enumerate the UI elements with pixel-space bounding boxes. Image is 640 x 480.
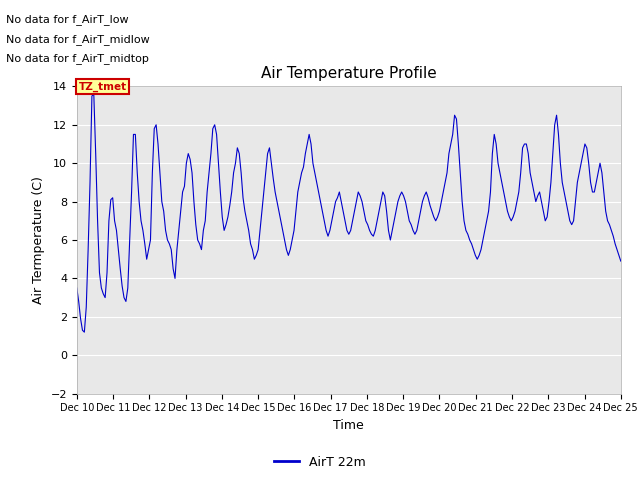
Y-axis label: Air Termperature (C): Air Termperature (C)	[32, 176, 45, 304]
Text: TZ_tmet: TZ_tmet	[79, 81, 127, 92]
Text: No data for f_AirT_midtop: No data for f_AirT_midtop	[6, 53, 149, 64]
Legend: AirT 22m: AirT 22m	[269, 451, 371, 474]
X-axis label: Time: Time	[333, 419, 364, 432]
Title: Air Temperature Profile: Air Temperature Profile	[261, 66, 436, 81]
Text: No data for f_AirT_midlow: No data for f_AirT_midlow	[6, 34, 150, 45]
Text: No data for f_AirT_low: No data for f_AirT_low	[6, 14, 129, 25]
